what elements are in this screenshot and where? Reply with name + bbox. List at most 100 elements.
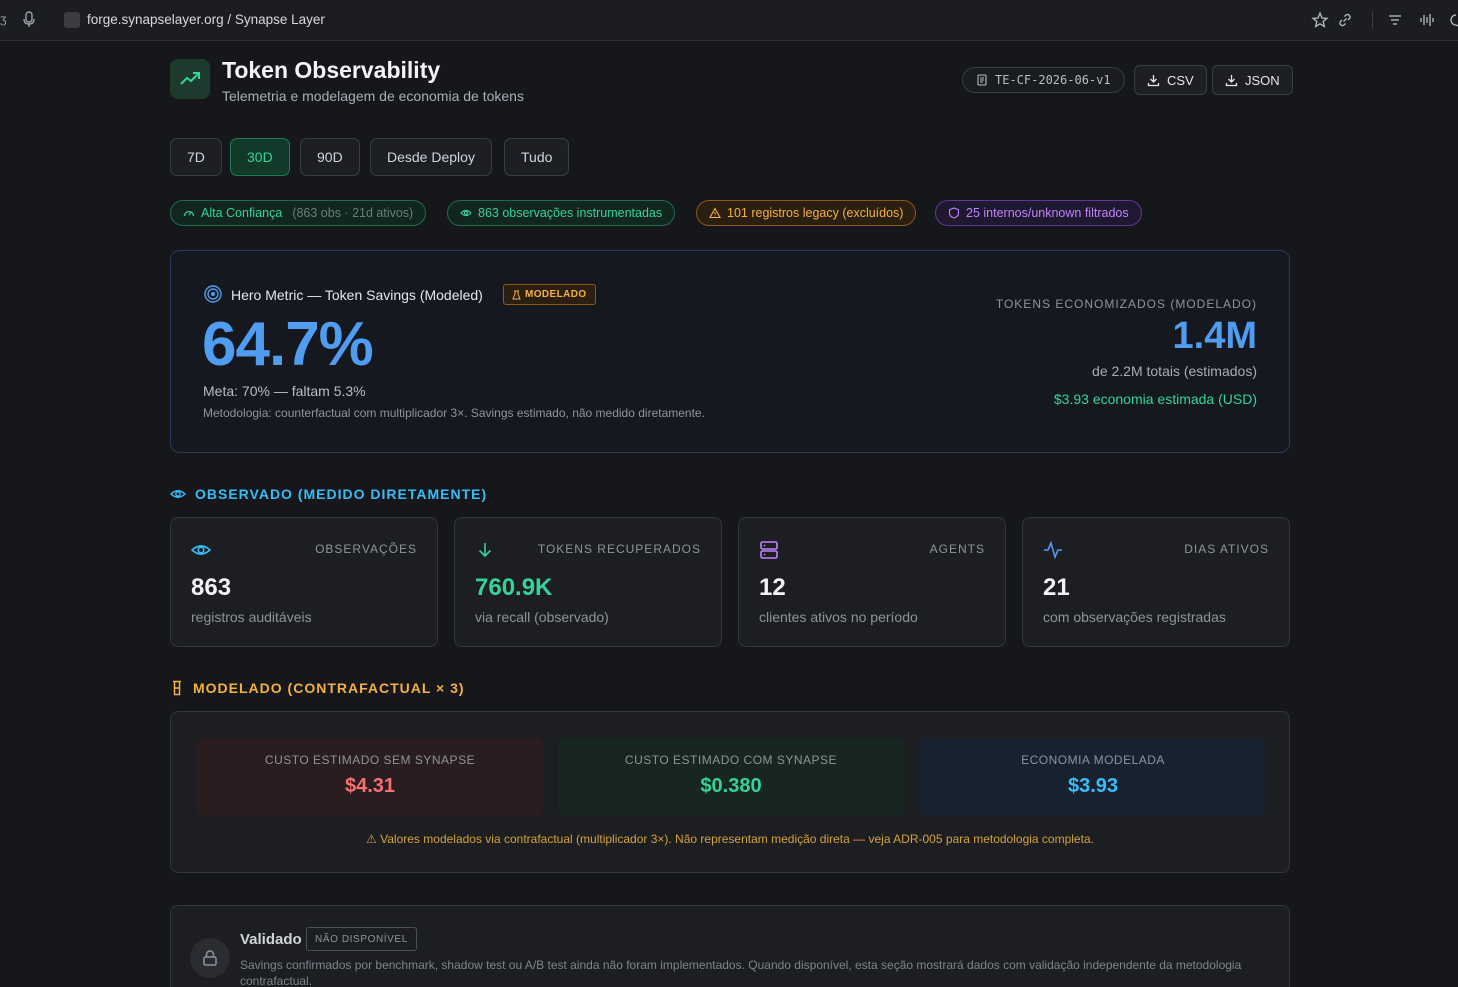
browser-toolbar: ʒ forge.synapselayer.org / Synapse Layer bbox=[0, 0, 1458, 41]
instrumented-badge: 863 observações instrumentadas bbox=[447, 200, 676, 226]
cost-label: ECONOMIA MODELADA bbox=[1021, 753, 1165, 767]
validated-card: Validado NÃO DISPONÍVEL Savings confirma… bbox=[170, 905, 1290, 987]
reader-lines-icon[interactable] bbox=[1386, 11, 1404, 29]
modeled-heading-label: MODELADO (CONTRAFACTUAL × 3) bbox=[193, 680, 465, 696]
eye-icon bbox=[191, 545, 211, 555]
trending-up-icon bbox=[180, 72, 200, 85]
export-json-button[interactable]: JSON bbox=[1212, 65, 1293, 95]
lock-badge bbox=[190, 938, 230, 978]
hero-metric-card: Hero Metric — Token Savings (Modeled) MO… bbox=[170, 250, 1290, 453]
instrumented-label: 863 observações instrumentadas bbox=[478, 206, 663, 220]
document-icon bbox=[977, 74, 987, 86]
confidence-badge: Alta Confiança (863 obs · 21d ativos) bbox=[170, 200, 427, 226]
tokens-saved-value: 1.4M bbox=[1172, 315, 1257, 357]
target-icon bbox=[204, 285, 222, 303]
toolbar-divider bbox=[1372, 11, 1373, 29]
cost-value: $4.31 bbox=[344, 775, 396, 797]
gauge-icon bbox=[183, 210, 195, 217]
modeled-savings: ECONOMIA MODELADA $3.93 bbox=[920, 738, 1266, 816]
version-label: TE-CF-2026-06-v1 bbox=[995, 73, 1111, 87]
flask-icon bbox=[512, 290, 521, 299]
eye-icon bbox=[170, 490, 186, 498]
url-separator: / bbox=[223, 12, 235, 27]
modeled-badge-label: MODELADO bbox=[525, 289, 587, 300]
legacy-label: 101 registros legacy (excluídos) bbox=[727, 206, 904, 220]
range-tab-all[interactable]: Tudo bbox=[504, 138, 570, 176]
stat-subtitle: via recall (observado) bbox=[475, 609, 609, 625]
export-csv-label: CSV bbox=[1167, 72, 1194, 88]
cost-without-synapse: CUSTO ESTIMADO SEM SYNAPSE $4.31 bbox=[197, 738, 543, 816]
warning-triangle-icon bbox=[709, 207, 721, 219]
modeled-section-heading: MODELADO (CONTRAFACTUAL × 3) bbox=[170, 680, 465, 696]
chat-bubble-icon[interactable] bbox=[1448, 11, 1458, 29]
download-icon bbox=[1147, 74, 1160, 86]
cost-with-synapse: CUSTO ESTIMADO COM SYNAPSE $0.380 bbox=[558, 738, 904, 816]
confidence-label: Alta Confiança bbox=[201, 206, 283, 220]
eye-icon bbox=[460, 209, 472, 217]
validated-title: Validado bbox=[240, 931, 302, 948]
stat-subtitle: registros auditáveis bbox=[191, 609, 312, 625]
stat-subtitle: clientes ativos no período bbox=[759, 609, 918, 625]
microphone-icon[interactable] bbox=[22, 11, 36, 29]
not-available-badge: NÃO DISPONÍVEL bbox=[306, 927, 417, 951]
address-bar[interactable]: forge.synapselayer.org / Synapse Layer bbox=[87, 12, 325, 27]
stat-card-agents: AGENTS 12 clientes ativos no período bbox=[738, 517, 1006, 647]
confidence-detail: (863 obs · 21d ativos) bbox=[292, 206, 414, 220]
activity-icon bbox=[1044, 540, 1062, 560]
observed-heading-label: OBSERVADO (MEDIDO DIRETAMENTE) bbox=[195, 486, 488, 502]
hero-methodology: Metodologia: counterfactual com multipli… bbox=[203, 406, 705, 420]
cost-value: $3.93 bbox=[1067, 775, 1119, 797]
stat-card-observations: OBSERVAÇÕES 863 registros auditáveis bbox=[170, 517, 438, 647]
flask-icon bbox=[173, 680, 181, 696]
cost-value: $0.380 bbox=[700, 775, 762, 797]
url-host: forge.synapselayer.org bbox=[87, 12, 224, 27]
stat-subtitle: com observações registradas bbox=[1043, 609, 1226, 625]
download-icon bbox=[1225, 74, 1238, 86]
back-glyph-icon[interactable]: ʒ bbox=[0, 12, 7, 26]
stat-value: 760.9K bbox=[475, 574, 553, 601]
observed-section-heading: OBSERVADO (MEDIDO DIRETAMENTE) bbox=[170, 486, 487, 502]
version-tag: TE-CF-2026-06-v1 bbox=[962, 67, 1125, 93]
link-icon[interactable] bbox=[1336, 11, 1354, 29]
tokens-saved-usd: $3.93 economia estimada (USD) bbox=[1053, 391, 1257, 407]
stat-label: AGENTS bbox=[929, 542, 985, 556]
stat-card-tokens-recovered: TOKENS RECUPERADOS 760.9K via recall (ob… bbox=[454, 517, 722, 647]
hero-target: Meta: 70% — faltam 5.3% bbox=[203, 383, 366, 399]
cost-label: CUSTO ESTIMADO COM SYNAPSE bbox=[624, 753, 838, 767]
range-tab-30d[interactable]: 30D bbox=[230, 138, 290, 176]
stat-label: OBSERVAÇÕES bbox=[315, 542, 417, 556]
stat-label: DIAS ATIVOS bbox=[1184, 542, 1269, 556]
range-tab-7d[interactable]: 7D bbox=[170, 138, 222, 176]
range-tab-90d[interactable]: 90D bbox=[300, 138, 360, 176]
modeled-disclaimer: ⚠ Valores modelados via contrafactual (m… bbox=[366, 832, 1094, 846]
tokens-saved-label: TOKENS ECONOMIZADOS (MODELADO) bbox=[995, 297, 1257, 311]
lock-icon bbox=[203, 950, 217, 966]
bookmark-star-icon[interactable] bbox=[1311, 11, 1329, 29]
modeled-cost-card: CUSTO ESTIMADO SEM SYNAPSE $4.31 CUSTO E… bbox=[170, 711, 1290, 873]
page-title: Token Observability bbox=[222, 57, 441, 83]
filtered-badge: 25 internos/unknown filtrados bbox=[935, 200, 1142, 226]
arrow-down-icon bbox=[478, 543, 492, 558]
stat-value: 863 bbox=[191, 574, 232, 601]
filtered-label: 25 internos/unknown filtrados bbox=[966, 206, 1129, 220]
stat-label: TOKENS RECUPERADOS bbox=[537, 542, 701, 556]
modeled-badge: MODELADO bbox=[503, 284, 596, 305]
server-icon bbox=[760, 541, 778, 559]
shield-icon bbox=[948, 207, 960, 219]
export-json-label: JSON bbox=[1245, 72, 1280, 88]
stat-card-active-days: DIAS ATIVOS 21 com observações registrad… bbox=[1022, 517, 1290, 647]
hero-metric-value: 64.7% bbox=[202, 310, 374, 379]
export-csv-button[interactable]: CSV bbox=[1134, 65, 1207, 95]
stat-value: 12 bbox=[759, 574, 786, 601]
cost-label: CUSTO ESTIMADO SEM SYNAPSE bbox=[264, 753, 476, 767]
app-logo bbox=[170, 59, 210, 99]
legacy-badge: 101 registros legacy (excluídos) bbox=[696, 200, 917, 226]
audio-wave-icon[interactable] bbox=[1418, 11, 1436, 29]
stat-value: 21 bbox=[1043, 574, 1070, 601]
hero-metric-label: Hero Metric — Token Savings (Modeled) bbox=[231, 287, 483, 303]
page-subtitle: Telemetria e modelagem de economia de to… bbox=[222, 88, 524, 104]
range-tab-since-deploy[interactable]: Desde Deploy bbox=[370, 138, 492, 176]
site-favicon bbox=[64, 12, 80, 28]
tokens-saved-total: de 2.2M totais (estimados) bbox=[1092, 363, 1257, 379]
validated-description: Savings confirmados por benchmark, shado… bbox=[240, 958, 1242, 987]
